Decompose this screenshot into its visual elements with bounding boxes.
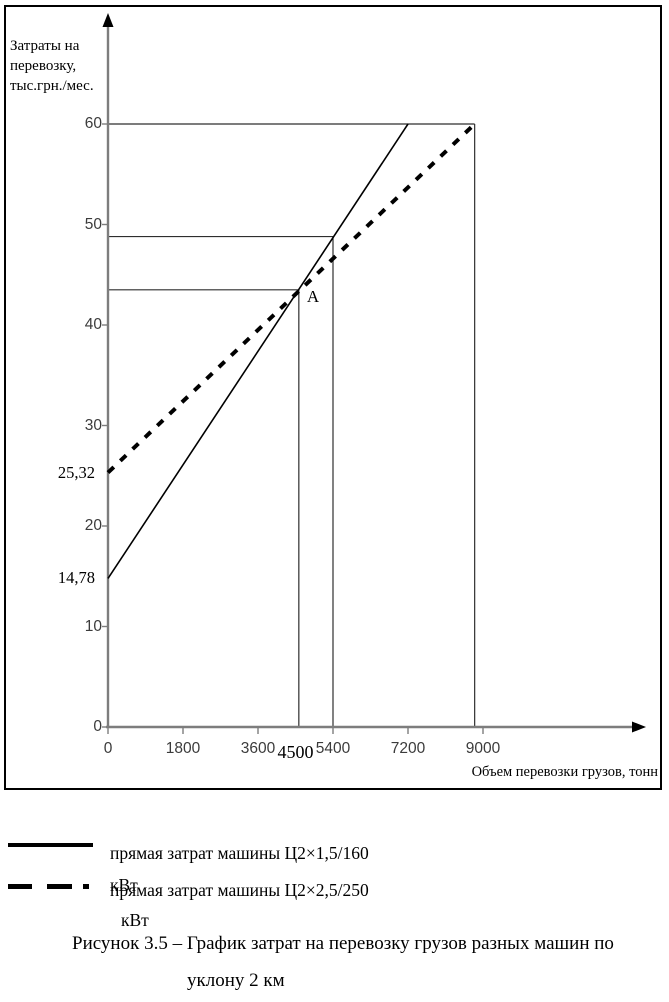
legend-label-solid-wrap: кВт xyxy=(110,875,138,895)
series-line-solid xyxy=(107,123,409,579)
legend-label-dashed: прямая затрат машины Ц2×2,5/250 xyxy=(110,880,369,900)
legend-label-dashed-wrap: кВт xyxy=(121,910,149,930)
y-axis-arrow xyxy=(102,13,114,27)
x-annotation-label: 4500 xyxy=(277,742,314,762)
x-tick-label: 9000 xyxy=(465,740,501,757)
y-tick-label: 10 xyxy=(84,617,102,635)
series-line-dashed xyxy=(106,122,477,474)
x-tick-label: 0 xyxy=(103,740,113,757)
x-axis-title: Объем перевозки грузов, тонн xyxy=(471,764,658,780)
x-tick-label: 7200 xyxy=(390,740,426,757)
y-annotation-label: 25,32 xyxy=(57,462,95,482)
y-tick-label: 0 xyxy=(93,718,102,735)
y-tick-label: 30 xyxy=(84,416,102,434)
y-annotation-label: 14,78 xyxy=(57,568,95,588)
y-tick-label: 60 xyxy=(84,115,102,132)
y-tick-label: 40 xyxy=(84,316,102,333)
y-tick-label: 50 xyxy=(84,215,102,233)
x-tick-label: 1800 xyxy=(165,740,201,757)
figure-caption-line1: Рисунок 3.5 – График затрат на перевозку… xyxy=(72,933,614,954)
legend-label-solid: прямая затрат машины Ц2×1,5/160 xyxy=(110,843,369,863)
y-tick-label: 20 xyxy=(84,517,102,534)
y-axis-title: Затраты на перевозку, тыс.грн./мес. xyxy=(10,38,94,94)
intersection-point-label: А xyxy=(306,286,320,306)
x-axis-arrow xyxy=(632,721,646,733)
figure-caption-line2: уклону 2 км xyxy=(187,970,285,991)
x-tick-label: 5400 xyxy=(315,740,351,757)
x-tick-label: 3600 xyxy=(240,740,276,757)
